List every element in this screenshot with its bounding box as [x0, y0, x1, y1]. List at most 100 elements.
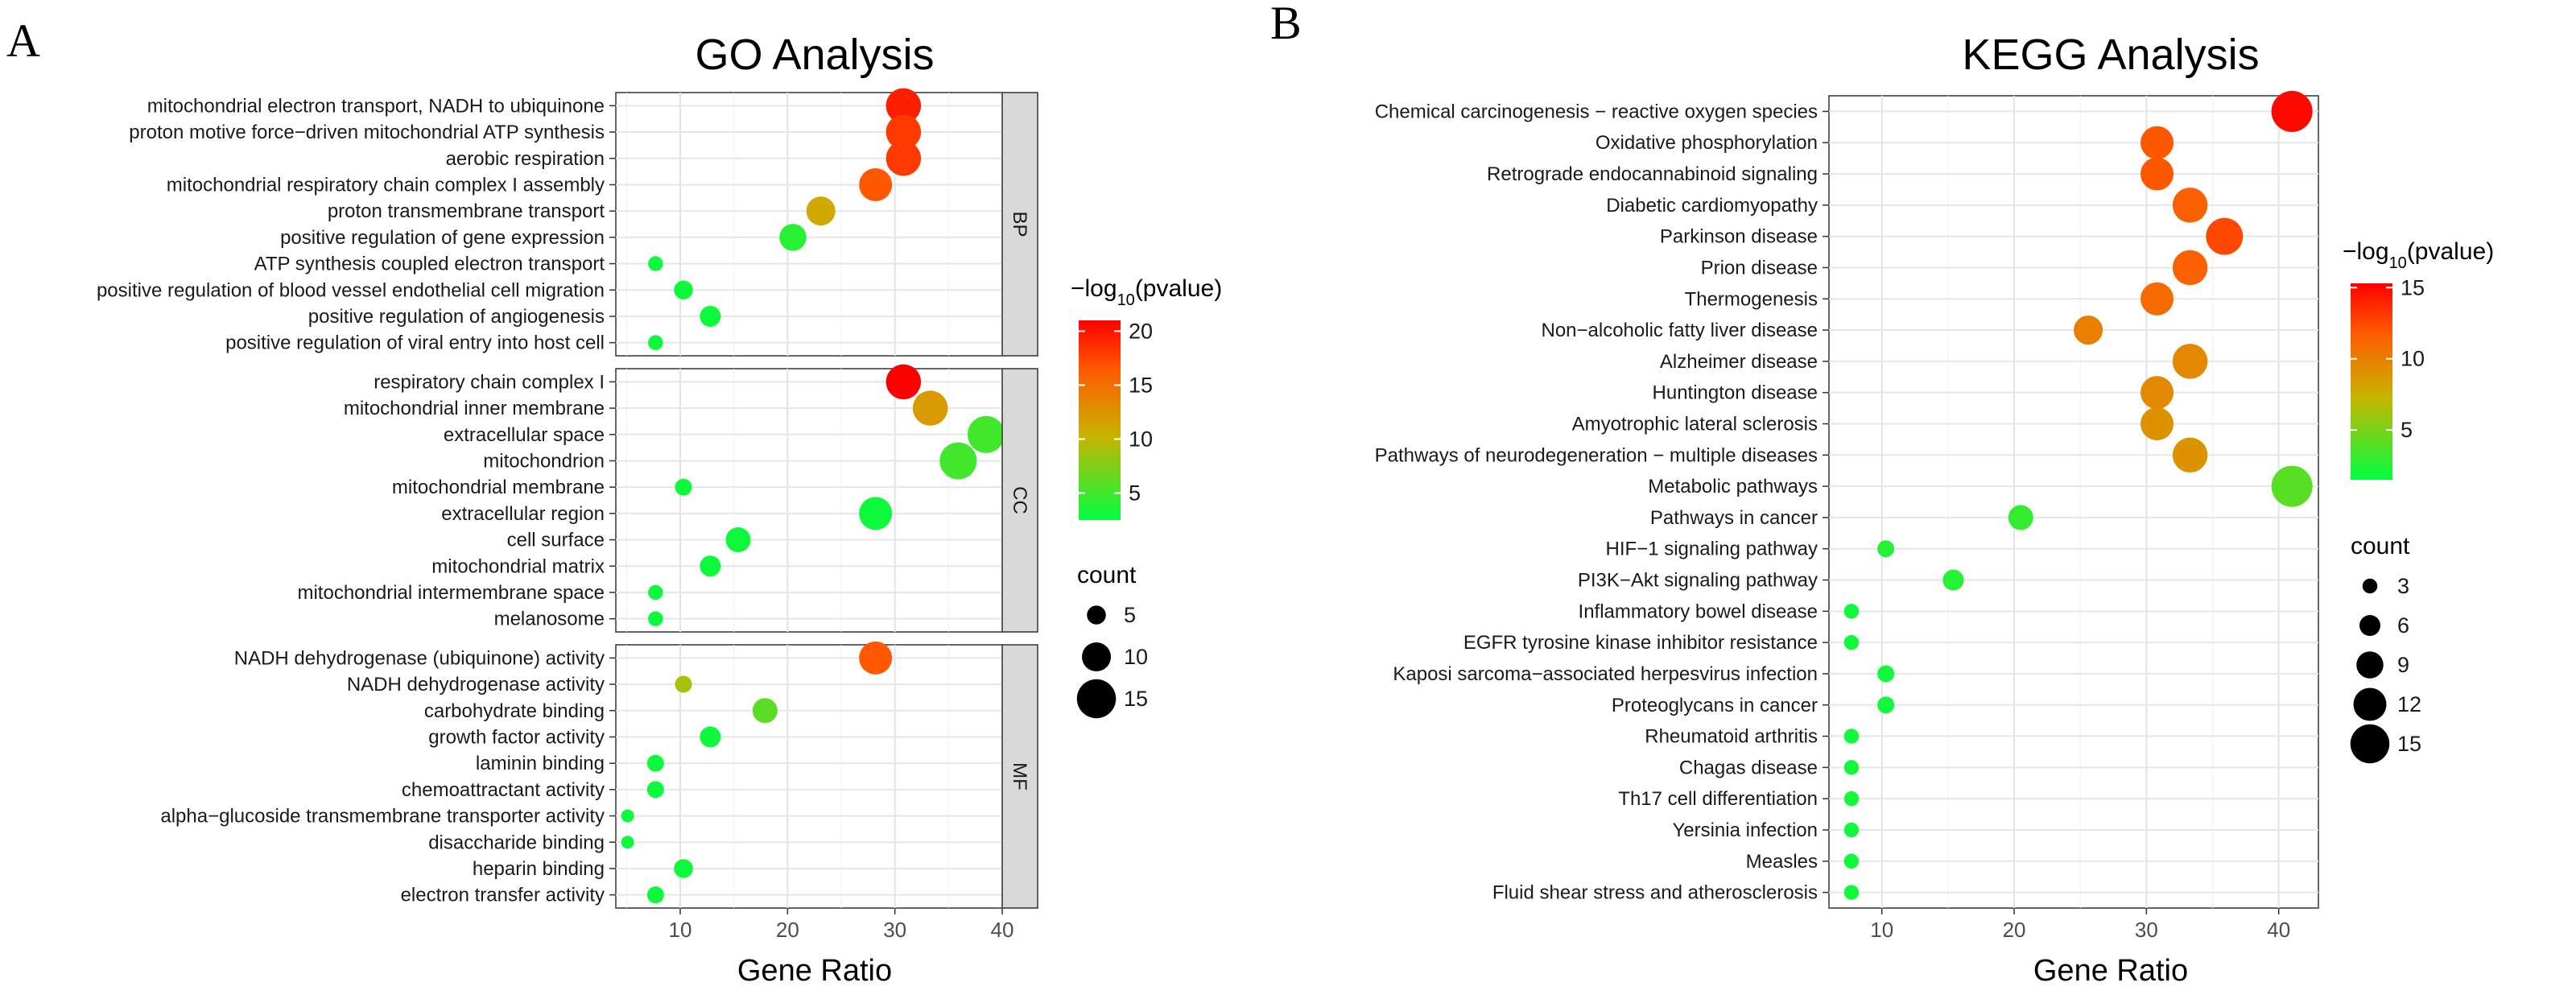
- data-point-mitochondrial-inner-membrane: [912, 390, 948, 426]
- size-legend-dot: [2356, 651, 2384, 679]
- category-label-kaposi-sarcoma-associated-herpesvirus-in: Kaposi sarcoma−associated herpesvirus in…: [1393, 663, 1818, 685]
- category-label-non-alcoholic-fatty-liver-disease: Non−alcoholic fatty liver disease: [1541, 320, 1818, 341]
- color-legend-gradient: [1079, 320, 1121, 520]
- kegg-size-legend: count 3 6 9 12 15: [2350, 533, 2421, 764]
- data-point-chemoattractant-activity: [646, 781, 664, 799]
- data-point-extracellular-region: [859, 497, 893, 530]
- color-legend-tick-label: 10: [2401, 347, 2425, 371]
- size-legend-dot: [1087, 605, 1106, 625]
- category-label-mitochondrial-matrix: mitochondrial matrix: [431, 555, 605, 577]
- x-tick-label: 20: [776, 918, 799, 942]
- size-legend-label: 12: [2397, 692, 2421, 716]
- data-point-parkinson-disease: [2206, 217, 2244, 255]
- data-point-non-alcoholic-fatty-liver-disease: [2074, 316, 2103, 345]
- data-point-carbohydrate-binding: [752, 698, 778, 724]
- facet-main: Chemical carcinogenesis − reactive oxyge…: [1375, 90, 2319, 909]
- data-point-yersinia-infection: [1843, 822, 1860, 838]
- data-point-electron-transfer-activity: [646, 886, 664, 904]
- size-legend-label: 6: [2397, 613, 2409, 638]
- data-point-mitochondrial-matrix: [700, 555, 721, 577]
- data-point-rheumatoid-arthritis: [1843, 729, 1860, 744]
- color-legend-tick-label: 5: [1129, 481, 1141, 505]
- size-legend-dot: [2359, 615, 2380, 636]
- data-point-positive-regulation-of-viral-entry-into-: [648, 335, 663, 350]
- category-label-amyotrophic-lateral-sclerosis: Amyotrophic lateral sclerosis: [1572, 413, 1818, 435]
- color-legend-tick-label: 5: [2401, 418, 2413, 442]
- category-label-yersinia-infection: Yersinia infection: [1672, 819, 1818, 841]
- data-point-inflammatory-bowel-disease: [1843, 604, 1860, 619]
- data-point-thermogenesis: [2140, 282, 2174, 316]
- data-point-proton-motive-force-driven-mitochondrial: [886, 114, 922, 150]
- size-legend-dot: [2353, 687, 2387, 721]
- category-label-atp-synthesis-coupled-electron-transport: ATP synthesis coupled electron transport: [254, 254, 605, 275]
- data-point-fluid-shear-stress-and-atherosclerosis: [1843, 885, 1860, 900]
- facet-strip-label: MF: [1009, 762, 1030, 791]
- category-label-proteoglycans-in-cancer: Proteoglycans in cancer: [1612, 695, 1818, 716]
- category-label-laminin-binding: laminin binding: [476, 753, 605, 774]
- category-label-nadh-dehydrogenase-ubiquinone-activity: NADH dehydrogenase (ubiquinone) activity: [234, 647, 605, 669]
- category-label-pi3k-akt-signaling-pathway: PI3K−Akt signaling pathway: [1578, 570, 1818, 592]
- category-label-respiratory-chain-complex-i: respiratory chain complex I: [374, 371, 605, 393]
- color-legend-tick-label: 15: [2401, 275, 2425, 299]
- color-legend-title: −log10(pvalue): [1071, 275, 1222, 309]
- data-point-extracellular-space: [968, 415, 1005, 453]
- data-point-kaposi-sarcoma-associated-herpesvirus-in: [1877, 665, 1895, 683]
- data-point-alzheimer-disease: [2172, 344, 2208, 379]
- category-label-chemical-carcinogenesis-reactive-oxygen-: Chemical carcinogenesis − reactive oxyge…: [1375, 101, 1818, 122]
- color-legend-tick-label: 20: [1129, 319, 1153, 343]
- data-point-mitochondrion: [939, 442, 977, 480]
- size-legend-label: 10: [1124, 645, 1148, 669]
- color-legend-tick-label: 10: [1129, 427, 1153, 451]
- category-label-extracellular-space: extracellular space: [444, 424, 605, 446]
- category-label-alpha-glucoside-transmembrane-transporte: alpha−glucoside transmembrane transporte…: [160, 806, 605, 828]
- category-label-alzheimer-disease: Alzheimer disease: [1660, 351, 1818, 373]
- x-tick-label: 40: [2267, 918, 2290, 942]
- x-tick-label: 10: [1870, 918, 1893, 942]
- category-label-aerobic-respiration: aerobic respiration: [446, 148, 605, 170]
- plot-background: [1828, 95, 2319, 909]
- data-point-positive-regulation-of-blood-vessel-endo: [674, 280, 693, 299]
- data-point-disaccharide-binding: [621, 836, 634, 849]
- data-point-amyotrophic-lateral-sclerosis: [2140, 407, 2174, 440]
- data-point-metabolic-pathways: [2271, 465, 2313, 507]
- size-legend-label: 3: [2397, 574, 2409, 598]
- size-legend-label: 9: [2397, 653, 2409, 677]
- category-label-disaccharide-binding: disaccharide binding: [428, 832, 605, 853]
- go-x-axis-label: Gene Ratio: [737, 954, 892, 988]
- data-point-laminin-binding: [646, 754, 664, 772]
- data-point-chagas-disease: [1843, 760, 1860, 775]
- panel-letter-a: A: [6, 14, 40, 67]
- data-point-proteoglycans-in-cancer: [1877, 696, 1895, 714]
- category-label-mitochondrion: mitochondrion: [483, 450, 605, 472]
- facet-bp: mitochondrial electron transport, NADH t…: [97, 88, 1038, 357]
- category-label-th17-cell-differentiation: Th17 cell differentiation: [1618, 788, 1818, 810]
- data-point-proton-transmembrane-transport: [806, 196, 836, 226]
- category-label-cell-surface: cell surface: [507, 530, 605, 551]
- color-legend-title: −log10(pvalue): [2343, 238, 2494, 272]
- data-point-hif-1-signaling-pathway: [1877, 540, 1895, 558]
- category-label-extracellular-region: extracellular region: [441, 503, 605, 525]
- category-label-parkinson-disease: Parkinson disease: [1660, 226, 1818, 248]
- size-legend-dot: [1076, 679, 1117, 719]
- category-label-melanosome: melanosome: [494, 609, 605, 630]
- category-label-prion-disease: Prion disease: [1701, 257, 1818, 279]
- category-label-nadh-dehydrogenase-activity: NADH dehydrogenase activity: [347, 674, 605, 696]
- data-point-retrograde-endocannabinoid-signaling: [2140, 157, 2174, 191]
- data-point-aerobic-respiration: [886, 141, 922, 176]
- data-point-nadh-dehydrogenase-activity: [675, 675, 692, 693]
- data-point-atp-synthesis-coupled-electron-transport: [648, 256, 663, 271]
- category-label-pathways-of-neurodegeneration-multiple-d: Pathways of neurodegeneration − multiple…: [1375, 444, 1818, 466]
- category-label-huntington-disease: Huntington disease: [1653, 382, 1818, 404]
- data-point-huntington-disease: [2140, 376, 2174, 410]
- size-legend-dot: [1082, 642, 1111, 671]
- data-point-th17-cell-differentiation: [1843, 791, 1860, 807]
- data-point-measles: [1843, 853, 1860, 869]
- category-label-proton-motive-force-driven-mitochondrial: proton motive force−driven mitochondrial…: [129, 122, 605, 143]
- category-label-mitochondrial-respiratory-chain-complex-: mitochondrial respiratory chain complex …: [167, 174, 605, 196]
- category-label-proton-transmembrane-transport: proton transmembrane transport: [328, 200, 605, 222]
- facet-cc: respiratory chain complex I mitochondrial…: [297, 364, 1038, 633]
- category-label-oxidative-phosphorylation: Oxidative phosphorylation: [1596, 132, 1818, 154]
- size-legend-title: count: [2351, 533, 2410, 559]
- x-tick-label: 30: [883, 918, 906, 942]
